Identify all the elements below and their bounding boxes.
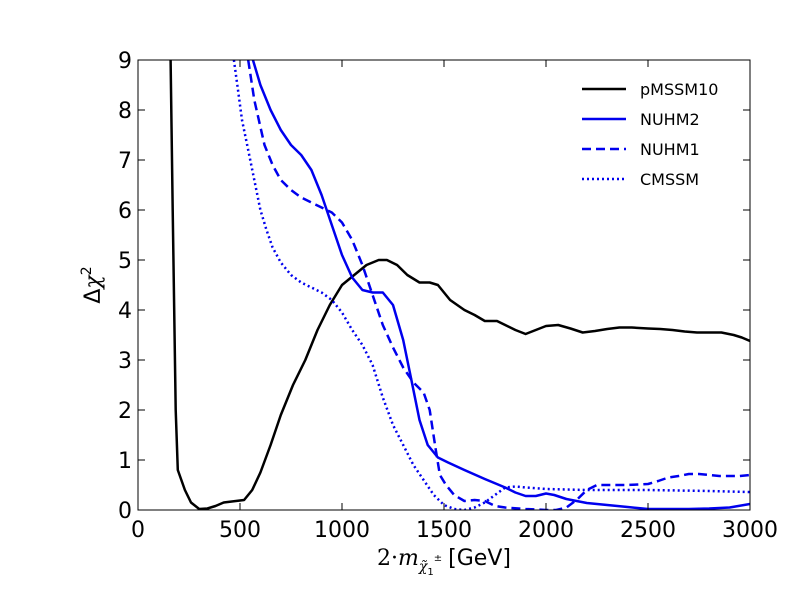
legend-label-nuhm2: NUHM2 — [640, 110, 700, 129]
x-tick-label: 2500 — [620, 518, 676, 543]
y-tick-label: 1 — [118, 449, 132, 474]
series-line-nuhm1 — [246, 60, 750, 510]
y-tick-label: 4 — [118, 299, 132, 324]
x-axis-label-sup: ± — [434, 553, 442, 564]
series-line-cmssm — [232, 60, 750, 510]
x-axis-label-sub: χ̃ — [418, 559, 429, 575]
x-tick-label: 1500 — [416, 518, 472, 543]
x-tick-label: 3000 — [722, 518, 778, 543]
y-tick-label: 0 — [118, 499, 132, 524]
y-tick-label: 5 — [118, 249, 132, 274]
series-line-pmssm10 — [169, 60, 750, 510]
series-layer — [169, 60, 750, 510]
plot-background — [138, 60, 750, 510]
x-tick-label: 0 — [131, 518, 145, 543]
y-axis-label: Δχ2 — [79, 266, 106, 303]
ticks-layer: 0 500 1000 1500 2000 2500 3000 0 1 2 3 4 5 6 7 8 9 — [118, 49, 778, 543]
y-tick-label: 8 — [118, 99, 132, 124]
y-tick-label: 3 — [118, 349, 132, 374]
x-axis-label-var: m — [398, 546, 419, 571]
x-tick-label: 1000 — [314, 518, 370, 543]
y-tick-label: 6 — [118, 199, 132, 224]
y-axis-label-chi: χ — [81, 274, 106, 291]
legend-label-cmssm: CMSSM — [640, 170, 699, 189]
y-tick-label: 9 — [118, 49, 132, 74]
y-axis-label-sup: 2 — [79, 266, 95, 275]
x-tick-label: 2000 — [518, 518, 574, 543]
x-axis-label-prefix: 2· — [377, 546, 398, 571]
legend-label-pmssm10: pMSSM10 — [640, 80, 718, 99]
x-tick-label: 500 — [219, 518, 261, 543]
legend: pMSSM10 NUHM2 NUHM1 CMSSM — [582, 80, 718, 189]
legend-label-nuhm1: NUHM1 — [640, 140, 700, 159]
x-axis-label-unit: [GeV] — [448, 546, 511, 571]
series-line-nuhm2 — [251, 60, 750, 510]
y-tick-label: 7 — [118, 149, 132, 174]
y-axis-label-delta: Δ — [81, 289, 106, 304]
y-tick-label: 2 — [118, 399, 132, 424]
x-axis-label-sub-idx: 1 — [427, 567, 433, 578]
x-axis-label: 2·mχ̃1± [GeV] — [377, 546, 511, 578]
